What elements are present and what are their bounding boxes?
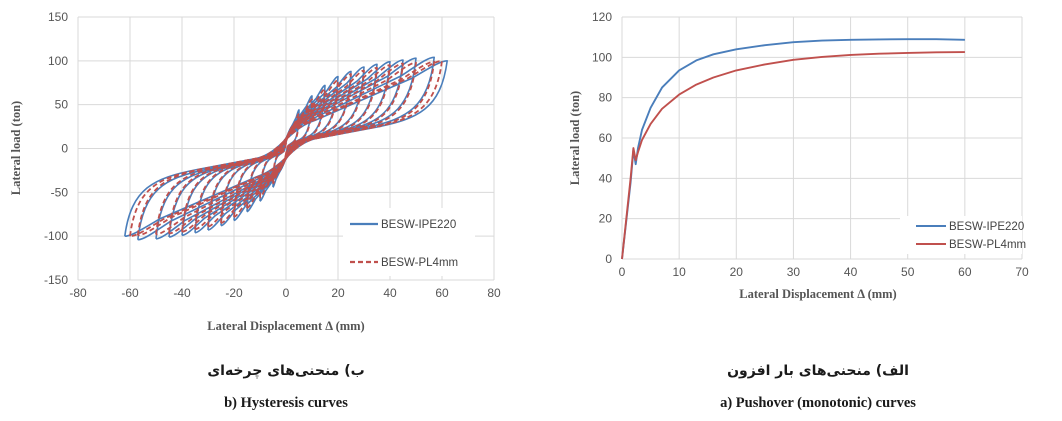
hysteresis-legend-label-ipe220: BESW-IPE220 (381, 219, 456, 231)
hysteresis-loop (194, 66, 378, 231)
hysteresis-x-tick-label: 80 (487, 286, 501, 300)
hysteresis-loop (155, 61, 417, 236)
hysteresis-caption-persian: ب) منحنی‌های چرخه‌ای (207, 363, 365, 379)
hysteresis-y-tick-label: -150 (44, 273, 68, 287)
pushover-series-ipe220 (621, 38, 965, 260)
hysteresis-x-tick-label: 0 (283, 286, 290, 300)
hysteresis-loop (181, 64, 391, 233)
hysteresis-legend: BESW-IPE220 BESW-PL4mm (343, 208, 475, 276)
hysteresis-legend-label-pl4mm: BESW-PL4mm (381, 257, 458, 269)
pushover-x-tick-label: 20 (730, 265, 744, 279)
pushover-caption-english: a) Pushover (monotonic) curves (720, 395, 916, 411)
pushover-x-tick-label: 30 (787, 265, 801, 279)
hysteresis-y-tick-label: -50 (51, 185, 69, 199)
pushover-series-group (621, 38, 965, 260)
pushover-y-axis-title: Lateral load (ton) (568, 91, 582, 185)
hysteresis-chart: -80 -60 -40 -20 0 20 40 60 80 -150 -100 -50 0 50 100 1… (9, 10, 501, 333)
pushover-x-tick-label: 70 (1015, 265, 1029, 279)
pushover-y-tick-label: 100 (592, 50, 612, 64)
hysteresis-x-axis-title: Lateral Displacement Δ (mm) (207, 319, 364, 333)
pushover-y-tick-label: 60 (599, 131, 613, 145)
hysteresis-loop (136, 60, 436, 237)
pushover-legend-bg (900, 216, 1022, 254)
hysteresis-y-tick-label: 100 (48, 54, 68, 68)
hysteresis-y-tick-label: 150 (48, 10, 68, 24)
pushover-series-pl4mm (621, 51, 965, 260)
hysteresis-x-tick-label: 60 (435, 286, 449, 300)
pushover-y-ticks: 0 20 40 60 80 100 120 (592, 10, 612, 266)
hysteresis-series-group (124, 56, 448, 241)
hysteresis-legend-bg (343, 208, 475, 276)
pushover-y-tick-label: 20 (599, 212, 613, 226)
hysteresis-y-tick-label: -100 (44, 229, 68, 243)
hysteresis-x-tick-label: -80 (69, 286, 87, 300)
hysteresis-loop (155, 57, 417, 240)
hysteresis-x-tick-label: 40 (383, 286, 397, 300)
hysteresis-loop (129, 59, 443, 238)
pushover-x-tick-label: 10 (672, 265, 686, 279)
hysteresis-y-axis-title: Lateral load (ton) (9, 101, 23, 195)
pushover-legend-label-pl4mm: BESW-PL4mm (949, 239, 1026, 251)
hysteresis-x-tick-label: 20 (331, 286, 345, 300)
hysteresis-y-tick-label: 50 (55, 98, 69, 112)
pushover-x-tick-label: 40 (844, 265, 858, 279)
pushover-y-tick-label: 40 (599, 171, 613, 185)
hysteresis-series-pl4mm (129, 59, 443, 238)
hysteresis-y-ticks: -150 -100 -50 0 50 100 150 (44, 10, 68, 287)
pushover-y-tick-label: 120 (592, 10, 612, 24)
hysteresis-x-ticks: -80 -60 -40 -20 0 20 40 60 80 (69, 286, 501, 300)
pushover-y-tick-label: 80 (599, 91, 613, 105)
hysteresis-x-tick-label: -20 (225, 286, 243, 300)
pushover-legend-label-ipe220: BESW-IPE220 (949, 221, 1024, 233)
hysteresis-y-tick-label: 0 (61, 142, 68, 156)
hysteresis-caption-english: b) Hysteresis curves (224, 395, 348, 411)
pushover-x-tick-label: 0 (619, 265, 626, 279)
pushover-caption-persian: الف) منحنی‌های بار افزون (727, 363, 909, 379)
pushover-x-tick-label: 50 (901, 265, 915, 279)
pushover-chart: 0 10 20 30 40 50 60 70 0 20 40 60 80 100 120 Lateral … (568, 10, 1029, 301)
hysteresis-x-tick-label: -40 (173, 286, 191, 300)
pushover-legend: BESW-IPE220 BESW-PL4mm (900, 216, 1026, 254)
hysteresis-loop (207, 69, 365, 228)
hysteresis-x-tick-label: -60 (121, 286, 139, 300)
pushover-x-tick-label: 60 (958, 265, 972, 279)
pushover-y-tick-label: 0 (605, 252, 612, 266)
pushover-x-ticks: 0 10 20 30 40 50 60 70 (619, 265, 1029, 279)
pushover-x-axis-title: Lateral Displacement Δ (mm) (739, 287, 896, 301)
